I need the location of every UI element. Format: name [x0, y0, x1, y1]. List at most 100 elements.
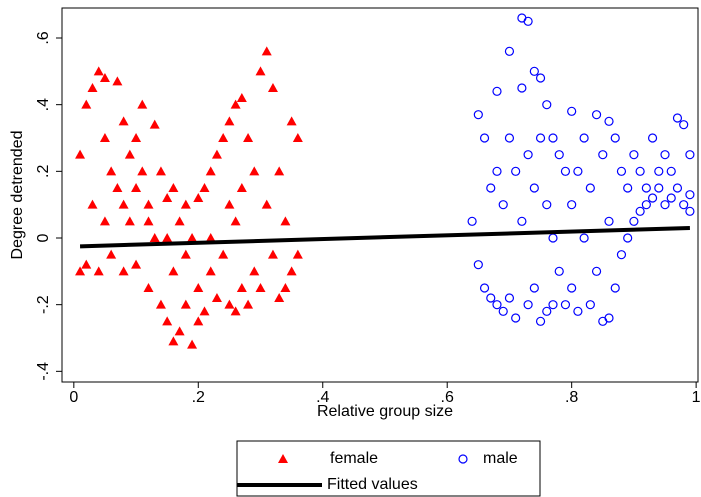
- point: [647, 133, 658, 143]
- point: [548, 133, 558, 143]
- point: [504, 133, 515, 143]
- point: [211, 293, 222, 302]
- point: [672, 113, 683, 123]
- y-tick-label: .2: [35, 165, 52, 178]
- point: [504, 293, 515, 303]
- point: [224, 199, 235, 209]
- point: [554, 266, 564, 276]
- point: [149, 233, 160, 242]
- point: [517, 216, 527, 226]
- y-tick-label: .6: [35, 31, 52, 44]
- point: [174, 326, 185, 336]
- point: [149, 119, 160, 129]
- x-tick-label: .8: [565, 389, 578, 406]
- point: [205, 233, 216, 242]
- legend-label: female: [330, 450, 378, 467]
- point: [267, 249, 278, 259]
- point: [143, 216, 154, 226]
- point: [236, 93, 247, 102]
- point: [75, 266, 86, 276]
- point: [131, 183, 142, 192]
- point: [591, 110, 602, 120]
- point: [523, 300, 533, 310]
- point: [604, 313, 614, 323]
- point: [660, 200, 670, 210]
- point: [274, 293, 285, 302]
- point: [193, 193, 204, 202]
- point: [205, 166, 216, 176]
- point: [542, 100, 552, 110]
- point: [230, 99, 241, 109]
- point: [679, 120, 689, 130]
- point: [87, 199, 98, 209]
- point: [623, 233, 633, 243]
- point: [143, 199, 154, 209]
- point: [573, 306, 583, 316]
- point: [579, 233, 589, 243]
- point: [529, 183, 539, 193]
- point: [542, 200, 552, 210]
- point: [604, 216, 614, 226]
- point: [199, 306, 210, 316]
- point: [560, 300, 571, 310]
- point: [255, 66, 266, 76]
- point: [511, 313, 521, 323]
- point: [155, 166, 166, 176]
- point: [498, 200, 508, 210]
- point: [685, 206, 695, 216]
- point: [292, 133, 303, 142]
- point: [131, 259, 142, 269]
- point: [666, 166, 676, 176]
- point: [81, 99, 92, 109]
- point: [629, 150, 639, 160]
- point: [286, 266, 297, 276]
- point: [243, 133, 254, 142]
- x-tick-label: .2: [192, 389, 205, 406]
- point: [106, 249, 117, 259]
- point: [504, 46, 515, 56]
- legend-label: Fitted values: [327, 476, 418, 493]
- point: [535, 316, 546, 326]
- point: [180, 249, 191, 259]
- point: [131, 133, 142, 142]
- point: [610, 133, 620, 143]
- point: [685, 190, 695, 200]
- point: [93, 266, 104, 276]
- point: [517, 83, 527, 93]
- point: [224, 299, 235, 309]
- point: [473, 110, 483, 120]
- x-axis-label: Relative group size: [317, 403, 453, 420]
- y-tick-label: -.2: [35, 295, 52, 314]
- point: [498, 306, 508, 316]
- point: [193, 316, 204, 326]
- point: [230, 306, 241, 316]
- point: [660, 150, 670, 160]
- point: [236, 183, 247, 192]
- point: [243, 299, 254, 309]
- point: [99, 216, 110, 226]
- point: [548, 300, 558, 310]
- point: [623, 183, 633, 193]
- point: [106, 166, 117, 176]
- point: [211, 149, 222, 159]
- point: [267, 83, 278, 92]
- point: [292, 249, 303, 259]
- y-tick-label: -.4: [35, 362, 52, 381]
- point: [616, 166, 627, 176]
- point: [174, 216, 185, 226]
- point: [535, 73, 546, 83]
- point: [511, 166, 521, 176]
- point: [249, 266, 260, 276]
- point: [492, 300, 502, 310]
- point: [261, 199, 272, 209]
- point: [168, 183, 179, 192]
- point: [598, 150, 608, 160]
- y-axis-label: Degree detrended: [9, 131, 26, 260]
- point: [224, 116, 235, 126]
- point: [635, 206, 645, 216]
- point: [199, 183, 210, 192]
- point: [249, 166, 260, 176]
- point: [168, 266, 179, 276]
- legend-label: male: [483, 450, 518, 467]
